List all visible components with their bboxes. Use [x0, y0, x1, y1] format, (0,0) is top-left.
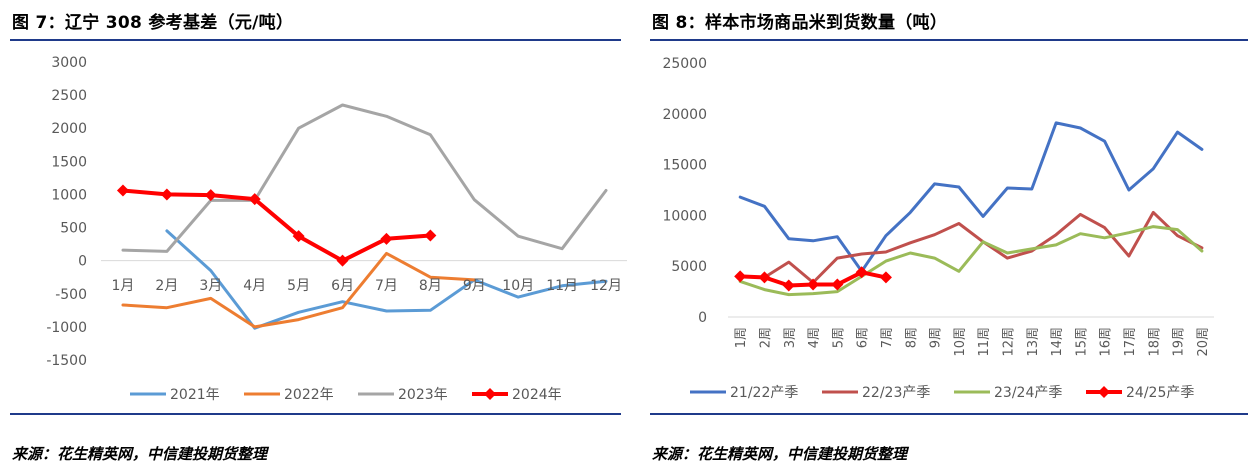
series-line: [738, 210, 1204, 284]
top-rule: [650, 39, 1248, 41]
legend-label: 21/22产季: [730, 385, 798, 401]
x-tick-label: 7月: [375, 278, 398, 294]
data-point-marker: [380, 232, 393, 245]
data-point-marker: [758, 271, 771, 284]
arrivals-line-chart: 25000 20000 15000 10000 5000 0 1周 2周 3周 4周 5周 6周 7周 8…: [662, 56, 1214, 401]
legend-marker: [484, 388, 496, 400]
figure-7-panel: 图 7：辽宁 308 参考基差（元/吨） 3000 2500 2000 1500 100…: [10, 13, 627, 463]
x-tick-label: 5月: [287, 278, 310, 294]
y-tick-label: -1500: [46, 353, 87, 369]
legend-label: 2024年: [512, 387, 562, 403]
x-tick-label: 9月: [463, 278, 486, 294]
series-4: [734, 266, 892, 292]
series-3: [121, 103, 608, 253]
x-tick-label: 8周: [904, 327, 919, 348]
series-line: [121, 103, 608, 253]
x-tick-label: 6周: [856, 327, 871, 348]
top-rule: [10, 39, 621, 41]
data-point-marker: [831, 278, 844, 291]
figure-7-title: 图 7：辽宁 308 参考基差（元/吨）: [12, 13, 294, 33]
data-point-marker: [160, 188, 173, 201]
x-tick-label: 11周: [977, 327, 992, 357]
data-point-marker: [879, 271, 892, 284]
series-line: [121, 188, 433, 263]
y-tick-label: 3000: [51, 55, 87, 71]
x-tick-label: 12月: [590, 278, 622, 294]
legend-label: 2023年: [398, 387, 448, 403]
legend-label: 24/25产季: [1126, 385, 1194, 401]
x-tick-label: 20周: [1196, 327, 1211, 357]
x-tick-label: 10周: [953, 327, 968, 357]
y-tick-label: 0: [698, 310, 707, 326]
series-line: [738, 225, 1204, 297]
legend-label: 23/24产季: [994, 385, 1062, 401]
x-tick-label: 8月: [419, 278, 442, 294]
x-tick-label: 4周: [807, 327, 822, 348]
x-tick-label: 7周: [880, 327, 895, 348]
data-point-marker: [336, 254, 349, 267]
y-tick-label: 0: [78, 254, 87, 270]
x-tick-label: 3月: [199, 278, 222, 294]
x-tick-label: 4月: [243, 278, 266, 294]
y-tick-label: 2500: [51, 88, 87, 104]
x-tick-label: 10月: [502, 278, 534, 294]
y-tick-label: 20000: [662, 107, 707, 123]
x-tick-label: 1月: [111, 278, 134, 294]
data-point-marker: [204, 189, 217, 202]
x-tick-label: 12周: [1001, 327, 1016, 357]
y-tick-label: 10000: [662, 208, 707, 224]
y-tick-label: 1500: [51, 154, 87, 170]
data-point-marker: [807, 278, 820, 291]
figure-8-title: 图 8：样本市场商品米到货数量（吨）: [652, 13, 948, 33]
legend-label: 22/23产季: [862, 385, 930, 401]
figure-7-source: 来源：花生精英网，中信建投期货整理: [12, 445, 268, 463]
y-tick-label: 25000: [662, 56, 707, 72]
data-point-marker: [424, 229, 437, 242]
data-point-marker: [116, 184, 129, 197]
y-tick-label: 500: [60, 221, 87, 237]
data-point-marker: [292, 230, 305, 243]
x-tick-label: 11月: [546, 278, 578, 294]
series-4: [116, 184, 437, 267]
x-tick-label: 14周: [1050, 327, 1065, 357]
x-tick-label: 3周: [783, 327, 798, 348]
x-tick-label: 9周: [929, 327, 944, 348]
series-2: [121, 238, 607, 329]
figure-8-panel: 图 8：样本市场商品米到货数量（吨） 25000 20000 15000 10000 5…: [640, 0, 1254, 471]
data-point-marker: [782, 279, 795, 292]
y-tick-label: -500: [55, 287, 87, 303]
series-line: [738, 121, 1204, 273]
series-3: [738, 225, 1204, 297]
x-tick-label: 18周: [1147, 327, 1162, 357]
data-point-marker: [734, 270, 747, 283]
basis-line-chart: 3000 2500 2000 1500 1000 500 0 -500 -1000 -1500 1月…: [46, 55, 627, 403]
legend-label: 2022年: [284, 387, 334, 403]
figure-8-source: 来源：花生精英网，中信建投期货整理: [652, 445, 908, 463]
x-tick-label: 19周: [1172, 327, 1187, 357]
y-tick-label: 5000: [671, 259, 707, 275]
data-point-marker: [248, 193, 261, 206]
legend-marker: [1098, 386, 1110, 398]
legend-label: 2021年: [170, 387, 220, 403]
x-tick-label: 16周: [1099, 327, 1114, 357]
x-tick-label: 2月: [155, 278, 178, 294]
y-tick-label: 2000: [51, 121, 87, 137]
series-2: [738, 210, 1204, 284]
x-tick-label: 15周: [1074, 327, 1089, 357]
x-tick-label: 17周: [1123, 327, 1138, 357]
y-tick-label: -1000: [46, 320, 87, 336]
x-tick-label: 5周: [831, 327, 846, 348]
y-tick-label: 1000: [51, 187, 87, 203]
bottom-rule: [650, 413, 1248, 415]
x-tick-label: 1周: [734, 327, 749, 348]
x-tick-label: 6月: [331, 278, 354, 294]
data-point-marker: [855, 266, 868, 279]
x-tick-label: 2周: [758, 327, 773, 348]
bottom-rule: [10, 413, 621, 415]
y-tick-label: 15000: [662, 158, 707, 174]
x-tick-label: 13周: [1026, 327, 1041, 357]
